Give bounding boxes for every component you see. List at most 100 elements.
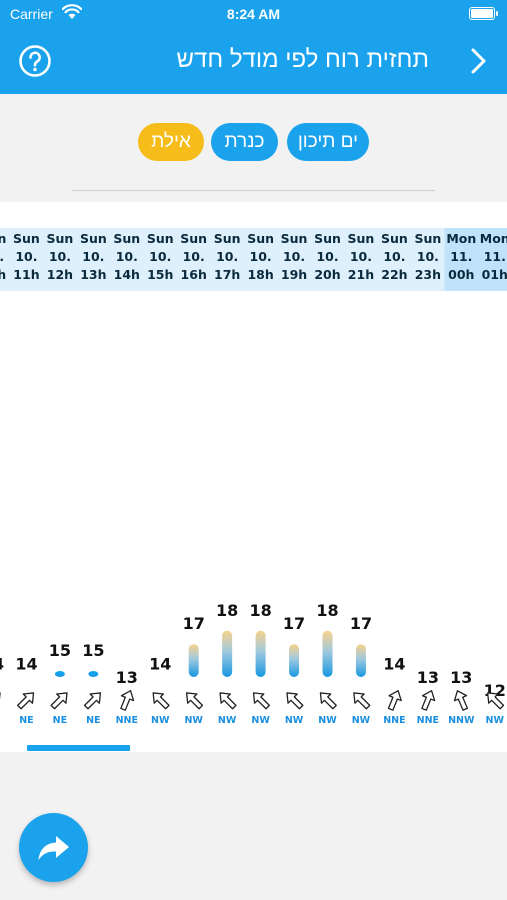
hour-header-cell — [478, 228, 507, 291]
header-hour: 17h — [214, 267, 240, 282]
header-day: Sun — [348, 231, 375, 246]
header-day: Sun — [147, 231, 174, 246]
wind-speed-label: 14 — [149, 654, 171, 673]
header-hour: 15h — [147, 267, 173, 282]
wind-forecast-chart[interactable]: Sun10.10h14NESun10.11h14NESun10.12h15NES… — [0, 202, 507, 752]
header-day: Sun — [46, 231, 73, 246]
wind-speed-bar — [355, 644, 366, 677]
header-hour: 01h — [482, 267, 507, 282]
header-hour: 19h — [281, 267, 307, 282]
header-day: Sun — [80, 231, 107, 246]
forecast-column: Sun 10. 23h 13 NNE — [411, 228, 446, 726]
share-button[interactable] — [19, 813, 88, 882]
wind-speed-bar — [54, 671, 65, 677]
header-day: Sun — [13, 231, 40, 246]
wind-direction-arrow-icon — [421, 690, 436, 711]
location-selector: ים תיכון כנרת אילת — [0, 94, 507, 202]
header-day: Sun — [113, 231, 140, 246]
hour-header-cell — [9, 228, 44, 291]
forecast-column: Sun 10. 14h 13 NNE — [110, 228, 145, 726]
location-tab-kinneret[interactable]: כנרת — [211, 123, 278, 161]
forecast-column: Sun 10. 19h 17 NW — [277, 228, 312, 726]
wind-direction-arrow-icon — [83, 692, 102, 710]
header-date: 10. — [417, 249, 439, 264]
wind-direction-label: NNW — [448, 715, 475, 726]
wind-direction-label: NE — [86, 715, 100, 726]
scroll-indicator[interactable] — [27, 745, 130, 751]
wind-direction-label: NNE — [116, 715, 138, 726]
wind-speed-bar — [289, 644, 300, 677]
wind-direction-label: NNE — [383, 715, 405, 726]
header-day: Sun — [281, 231, 308, 246]
wind-direction-arrow-icon — [50, 692, 68, 710]
wind-direction-label: NW — [184, 715, 203, 726]
wind-speed-label: 14 — [0, 654, 4, 673]
forecast-column: Sun 10. 16h 17 NW — [176, 228, 211, 726]
wind-speed-label: 17 — [183, 614, 205, 633]
wind-direction-arrow-icon — [120, 690, 135, 711]
wind-speed-bar — [322, 630, 333, 677]
nav-bar: תחזית רוח לפי מודל חדש — [0, 28, 507, 94]
location-tab-eilat[interactable]: אילת — [138, 123, 204, 161]
header-hour: 14h — [114, 267, 140, 282]
wind-direction-arrow-icon — [0, 692, 1, 710]
wind-direction-arrow-icon — [185, 692, 204, 710]
header-date: 10. — [383, 249, 405, 264]
header-hour: 12h — [47, 267, 73, 282]
page-title: תחזית רוח לפי מודל חדש — [176, 46, 429, 73]
wind-direction-arrow-icon — [286, 692, 304, 710]
wind-direction-label: NNE — [417, 715, 439, 726]
location-tab-mediterranean[interactable]: ים תיכון — [287, 123, 369, 161]
hour-header-cell — [344, 228, 379, 291]
hour-header-cell — [176, 228, 211, 291]
wind-direction-arrow-icon — [319, 692, 337, 710]
header-date: 10. — [82, 249, 104, 264]
header-date: 10. — [49, 249, 71, 264]
wind-direction-arrow-icon — [17, 692, 35, 710]
wind-speed-label: 13 — [116, 668, 138, 687]
forecast-column: Sun 10. 21h 17 NW — [344, 228, 379, 726]
wind-speed-label: 17 — [350, 614, 372, 633]
wind-direction-arrow-icon — [152, 692, 170, 710]
wind-speed-bar — [88, 671, 99, 677]
wind-speed-label: 14 — [15, 654, 37, 673]
hour-header-cell — [377, 228, 412, 291]
hour-header-cell — [243, 228, 278, 291]
hour-header-cell — [143, 228, 178, 291]
header-day: Sun — [247, 231, 274, 246]
header-date: 10. — [116, 249, 138, 264]
wind-speed-label: 17 — [283, 614, 305, 633]
wind-direction-arrow-icon — [353, 692, 371, 710]
carrier-label: Carrier — [10, 6, 53, 22]
chevron-right-icon[interactable] — [469, 47, 489, 75]
hour-header-cell — [110, 228, 145, 291]
wind-speed-label: 13 — [450, 668, 472, 687]
forecast-column: Sun 10. 22h 14 NNE — [377, 228, 412, 726]
wind-direction-label: NW — [251, 715, 270, 726]
forecast-column: Sun 10. 17h 18 NW — [210, 228, 245, 726]
wind-speed-bar — [222, 630, 233, 677]
wind-speed-label: 18 — [249, 601, 271, 620]
forecast-column: Sun 10. 20h 18 NW — [310, 228, 345, 726]
header-day: Sun — [0, 231, 6, 246]
wind-direction-label: NW — [151, 715, 170, 726]
header-day: Sun — [214, 231, 241, 246]
wind-direction-arrow-icon — [252, 692, 271, 710]
forecast-column: Sun 10. 15h 14 NW — [143, 228, 178, 726]
header-day: Sun — [381, 231, 408, 246]
header-date: 10. — [15, 249, 37, 264]
wind-direction-arrow-icon — [219, 692, 237, 710]
header-date: 10. — [149, 249, 171, 264]
help-icon[interactable] — [18, 44, 52, 78]
wind-speed-label: 15 — [82, 641, 104, 660]
wind-speed-bar — [255, 630, 266, 677]
header-hour: 16h — [181, 267, 207, 282]
header-date: 10. — [316, 249, 338, 264]
wind-direction-arrow-icon — [487, 692, 505, 710]
wind-direction-label: NE — [19, 715, 33, 726]
wind-speed-label: 15 — [49, 641, 71, 660]
wind-direction-label: NW — [285, 715, 304, 726]
hour-header-cell — [411, 228, 446, 291]
hour-header-cell — [0, 228, 11, 291]
